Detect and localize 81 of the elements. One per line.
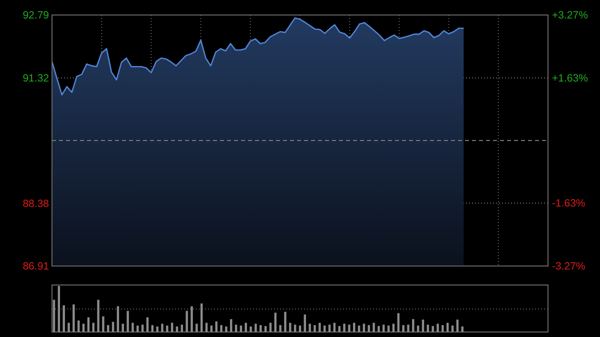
bar: [210, 326, 213, 332]
bar: [52, 300, 56, 332]
bar: [225, 326, 228, 332]
bar: [190, 306, 193, 332]
bar: [348, 324, 350, 332]
bar: [304, 314, 306, 332]
bar: [77, 320, 80, 332]
bar: [186, 310, 188, 332]
y-tick-label: 86.91: [22, 260, 50, 273]
bar: [141, 324, 144, 332]
y-tick-label: 92.79: [22, 10, 50, 22]
bar: [432, 326, 434, 332]
bar: [156, 326, 158, 332]
bar: [436, 324, 439, 332]
bar: [358, 326, 360, 332]
bar: [254, 324, 257, 332]
bar: [372, 322, 375, 332]
bar: [240, 326, 242, 332]
bar: [387, 326, 390, 332]
bar: [180, 324, 184, 332]
bar: [314, 325, 316, 332]
bar: [200, 303, 203, 332]
bar: [392, 324, 395, 332]
bar: [323, 326, 326, 332]
bar: [107, 325, 110, 332]
bar: [397, 313, 400, 332]
bar: [343, 324, 346, 332]
bar: [82, 324, 85, 332]
y2-tick-label: +1.63%: [552, 72, 588, 85]
bar: [416, 326, 420, 332]
bar: [338, 326, 340, 332]
bar: [362, 324, 366, 332]
bar: [289, 322, 292, 332]
bar: [298, 326, 302, 332]
bar: [97, 300, 100, 332]
bar: [136, 326, 139, 332]
bar: [234, 324, 238, 332]
bar: [412, 319, 414, 332]
bar: [382, 324, 385, 332]
bar: [260, 325, 262, 332]
bar: [264, 326, 267, 332]
bar: [196, 324, 198, 332]
y2-tick-label: -1.63%: [552, 198, 586, 210]
bar: [176, 326, 178, 332]
bar: [220, 325, 222, 332]
bar: [166, 326, 168, 332]
bar: [456, 320, 459, 332]
bar: [378, 326, 380, 332]
bar: [402, 325, 404, 332]
bar: [230, 319, 232, 332]
bar: [126, 310, 129, 332]
bar: [72, 304, 75, 332]
bar: [112, 322, 114, 332]
bar: [161, 324, 164, 332]
bar: [102, 316, 104, 332]
bar: [122, 324, 124, 332]
bar: [279, 325, 282, 332]
bar: [250, 326, 252, 332]
bar: [328, 324, 331, 332]
bar: [284, 312, 286, 332]
bar: [58, 286, 60, 332]
bar: [442, 325, 444, 332]
y-tick-label: 88.38: [22, 198, 50, 210]
y2-tick-label: -3.27%: [552, 260, 586, 273]
bar: [116, 306, 120, 332]
bar: [407, 324, 410, 332]
bar: [68, 322, 70, 332]
bar: [294, 324, 296, 332]
bar: [274, 312, 277, 332]
y2-tick-label: +3.27%: [552, 10, 588, 22]
bar: [132, 322, 134, 332]
bar: [318, 322, 321, 332]
bar: [368, 325, 370, 332]
bar: [422, 320, 424, 332]
bar: [461, 326, 464, 332]
bar: [151, 325, 154, 332]
bar: [426, 324, 430, 332]
bar: [62, 305, 65, 332]
y-tick-label: 91.32: [22, 72, 50, 84]
bar: [451, 326, 454, 332]
bar: [308, 324, 311, 332]
